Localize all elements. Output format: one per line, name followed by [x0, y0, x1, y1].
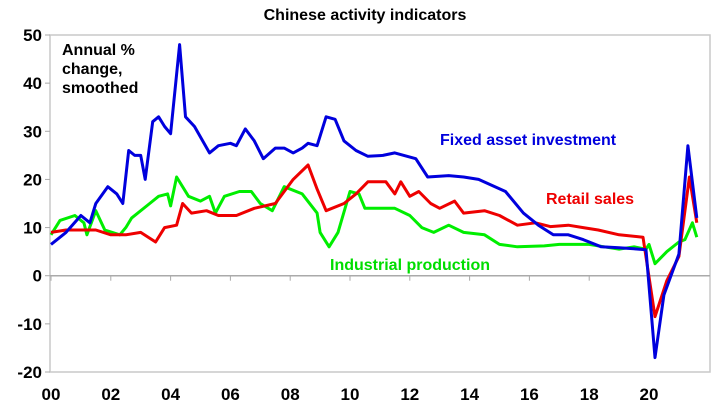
legend-label-fixed-asset-investment: Fixed asset investment: [440, 132, 617, 149]
series-line-fixed-asset-investment: [50, 43, 699, 360]
chart-title: Chinese activity indicators: [264, 7, 467, 24]
x-tick-label: 00: [42, 385, 61, 404]
axis-annotation: Annual % change, smoothed: [62, 42, 139, 97]
series-line-retail-sales: [50, 163, 699, 319]
annotation-line: smoothed: [62, 80, 138, 97]
series-line-industrial-production: [49, 175, 699, 266]
y-tick-label: 20: [23, 170, 42, 189]
x-tick-label: 04: [161, 385, 180, 404]
x-tick-label: 02: [101, 385, 120, 404]
y-tick-label: 30: [23, 122, 42, 141]
y-tick-label: -20: [17, 363, 42, 382]
legend-label-retail-sales: Retail sales: [546, 191, 634, 208]
x-tick-label: 06: [221, 385, 240, 404]
y-tick-label: 50: [23, 26, 42, 45]
y-tick-label: -10: [17, 315, 42, 334]
annotation-line: Annual %: [62, 42, 135, 59]
y-tick-label: 0: [33, 267, 42, 286]
x-tick-label: 20: [640, 385, 659, 404]
y-tick-label: 10: [23, 219, 42, 238]
x-tick-label: 08: [281, 385, 300, 404]
y-tick-label: 40: [23, 74, 42, 93]
x-tick-label: 18: [580, 385, 599, 404]
plot-frame: [49, 34, 711, 373]
x-tick-label: 12: [400, 385, 419, 404]
x-tick-label: 14: [460, 385, 479, 404]
annotation-line: change,: [62, 61, 122, 78]
x-tick-label: 10: [341, 385, 360, 404]
x-tick-label: 16: [520, 385, 539, 404]
legend-label-industrial-production: Industrial production: [330, 257, 490, 274]
